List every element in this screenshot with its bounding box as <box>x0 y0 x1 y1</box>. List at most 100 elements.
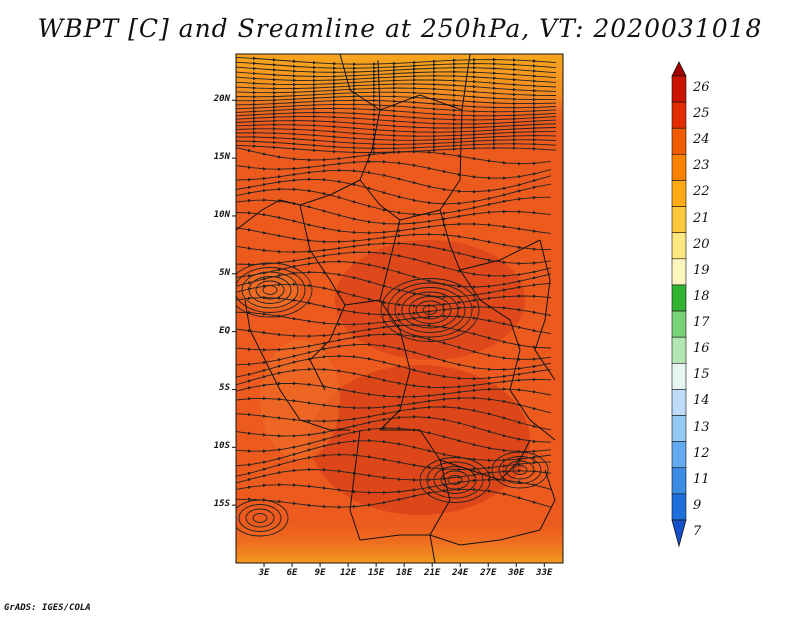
colorbar-level-label: 25 <box>693 106 710 122</box>
field-cool-west <box>260 340 340 460</box>
lon-label: 33E <box>536 568 553 578</box>
colorbar-box <box>671 362 687 390</box>
lat-label: 15S <box>213 499 230 510</box>
vortex-ring <box>408 296 452 324</box>
lon-label: 21E <box>424 568 441 578</box>
vortex-ring <box>255 280 285 300</box>
border-segment <box>344 219 401 306</box>
vortex-ring <box>262 285 278 295</box>
vortex-ring <box>245 508 275 528</box>
border-segment <box>359 529 541 546</box>
border-segment <box>359 109 463 221</box>
vortex-ring <box>415 300 445 320</box>
border-segment <box>299 204 346 306</box>
wbpt-field <box>236 54 563 563</box>
lon-tick-marks <box>263 563 545 567</box>
vortex-ring <box>238 504 282 532</box>
streamline <box>236 452 552 477</box>
border-segment <box>359 59 381 181</box>
colorbar-level-label: 7 <box>693 524 702 539</box>
vortex-ring <box>433 466 477 494</box>
lon-label: 15E <box>368 568 385 578</box>
colorbar-level-label: 16 <box>693 341 710 357</box>
border-segment <box>349 429 361 541</box>
border-segment <box>379 54 471 111</box>
vortex-ring <box>380 278 480 342</box>
lon-label: 27E <box>480 568 497 578</box>
colorbar-box <box>671 415 687 442</box>
colorbar-level-label: 9 <box>693 497 702 513</box>
colorbar-box <box>671 441 687 469</box>
colorbar-box <box>671 284 687 312</box>
streamlines <box>236 56 557 537</box>
vortex-ring <box>512 465 528 475</box>
field-core-central <box>335 240 525 360</box>
country-borders <box>236 54 556 563</box>
vortex-ring <box>236 267 306 313</box>
colorbar-level-label: 26 <box>693 80 710 95</box>
colorbar-level-label: 17 <box>693 315 710 331</box>
lon-label: 24E <box>452 568 469 578</box>
colorbar-level-label: 21 <box>693 210 710 226</box>
grads-credit: GrADS: IGES/COLA <box>4 603 91 613</box>
colorbar-box <box>671 389 687 416</box>
vortex-ring <box>241 271 299 309</box>
colorbar-bottom-arrow <box>671 519 687 548</box>
colorbar-level-label: 15 <box>693 367 710 383</box>
lon-label: 9E <box>314 568 326 578</box>
colorbar-box <box>671 180 687 207</box>
vortex-ring <box>505 460 535 480</box>
vortex-ring <box>498 456 542 484</box>
vortex-ring <box>440 470 470 490</box>
border-segment <box>539 469 556 531</box>
lon-label: 30E <box>508 568 525 578</box>
lon-label: 3E <box>258 568 270 578</box>
border-segment <box>339 54 381 111</box>
lon-label: 6E <box>286 568 298 578</box>
vortex-ring <box>401 291 459 329</box>
colorbar-box <box>671 493 687 521</box>
lon-label: 12E <box>339 568 357 578</box>
vortex-ring <box>236 262 313 318</box>
coastline-east <box>534 239 556 381</box>
colorbar-box <box>671 310 687 338</box>
lat-label: 10N <box>213 209 230 220</box>
vortex-ring <box>387 282 473 338</box>
lat-label: 20N <box>213 94 230 105</box>
vortex-ring <box>426 461 484 499</box>
colorbar-level-label: 24 <box>693 132 710 148</box>
colorbar-level-label: 20 <box>693 236 710 252</box>
vortex-ring <box>236 499 289 537</box>
map-title: WBPT [C] and Sreamline at 250hPa, VT: 20… <box>37 14 763 43</box>
vortex-ring <box>491 451 549 489</box>
vortex-ring <box>248 276 292 304</box>
colorbar-level-label: 12 <box>693 445 710 461</box>
lat-label: 5S <box>219 383 230 394</box>
colorbar-box <box>671 232 687 260</box>
border-segment <box>459 269 521 351</box>
streamline <box>236 310 552 335</box>
colorbar-level-label: 18 <box>693 288 710 304</box>
vortex-ring <box>252 513 268 523</box>
border-segment <box>429 534 436 563</box>
colorbar-box <box>671 127 687 155</box>
colorbar-level-label: 23 <box>693 158 710 174</box>
vortex-ring <box>419 457 491 503</box>
streamline <box>236 487 552 510</box>
lat-label: 15N <box>213 152 230 163</box>
lon-label: 18E <box>396 568 413 578</box>
border-segment <box>379 299 411 431</box>
lat-label: 5N <box>219 267 230 278</box>
border-segment <box>236 179 361 231</box>
colorbar <box>671 61 687 548</box>
field-south-band <box>236 520 563 563</box>
vortex-ring <box>447 475 463 485</box>
colorbar-level-label: 19 <box>693 262 710 278</box>
vortex-ring <box>394 287 466 333</box>
colorbar-level-label: 14 <box>693 393 710 409</box>
colorbar-box <box>671 258 687 286</box>
colorbar-top-arrow <box>671 61 687 77</box>
lat-label: EQ <box>219 325 230 336</box>
colorbar-box <box>671 336 687 364</box>
